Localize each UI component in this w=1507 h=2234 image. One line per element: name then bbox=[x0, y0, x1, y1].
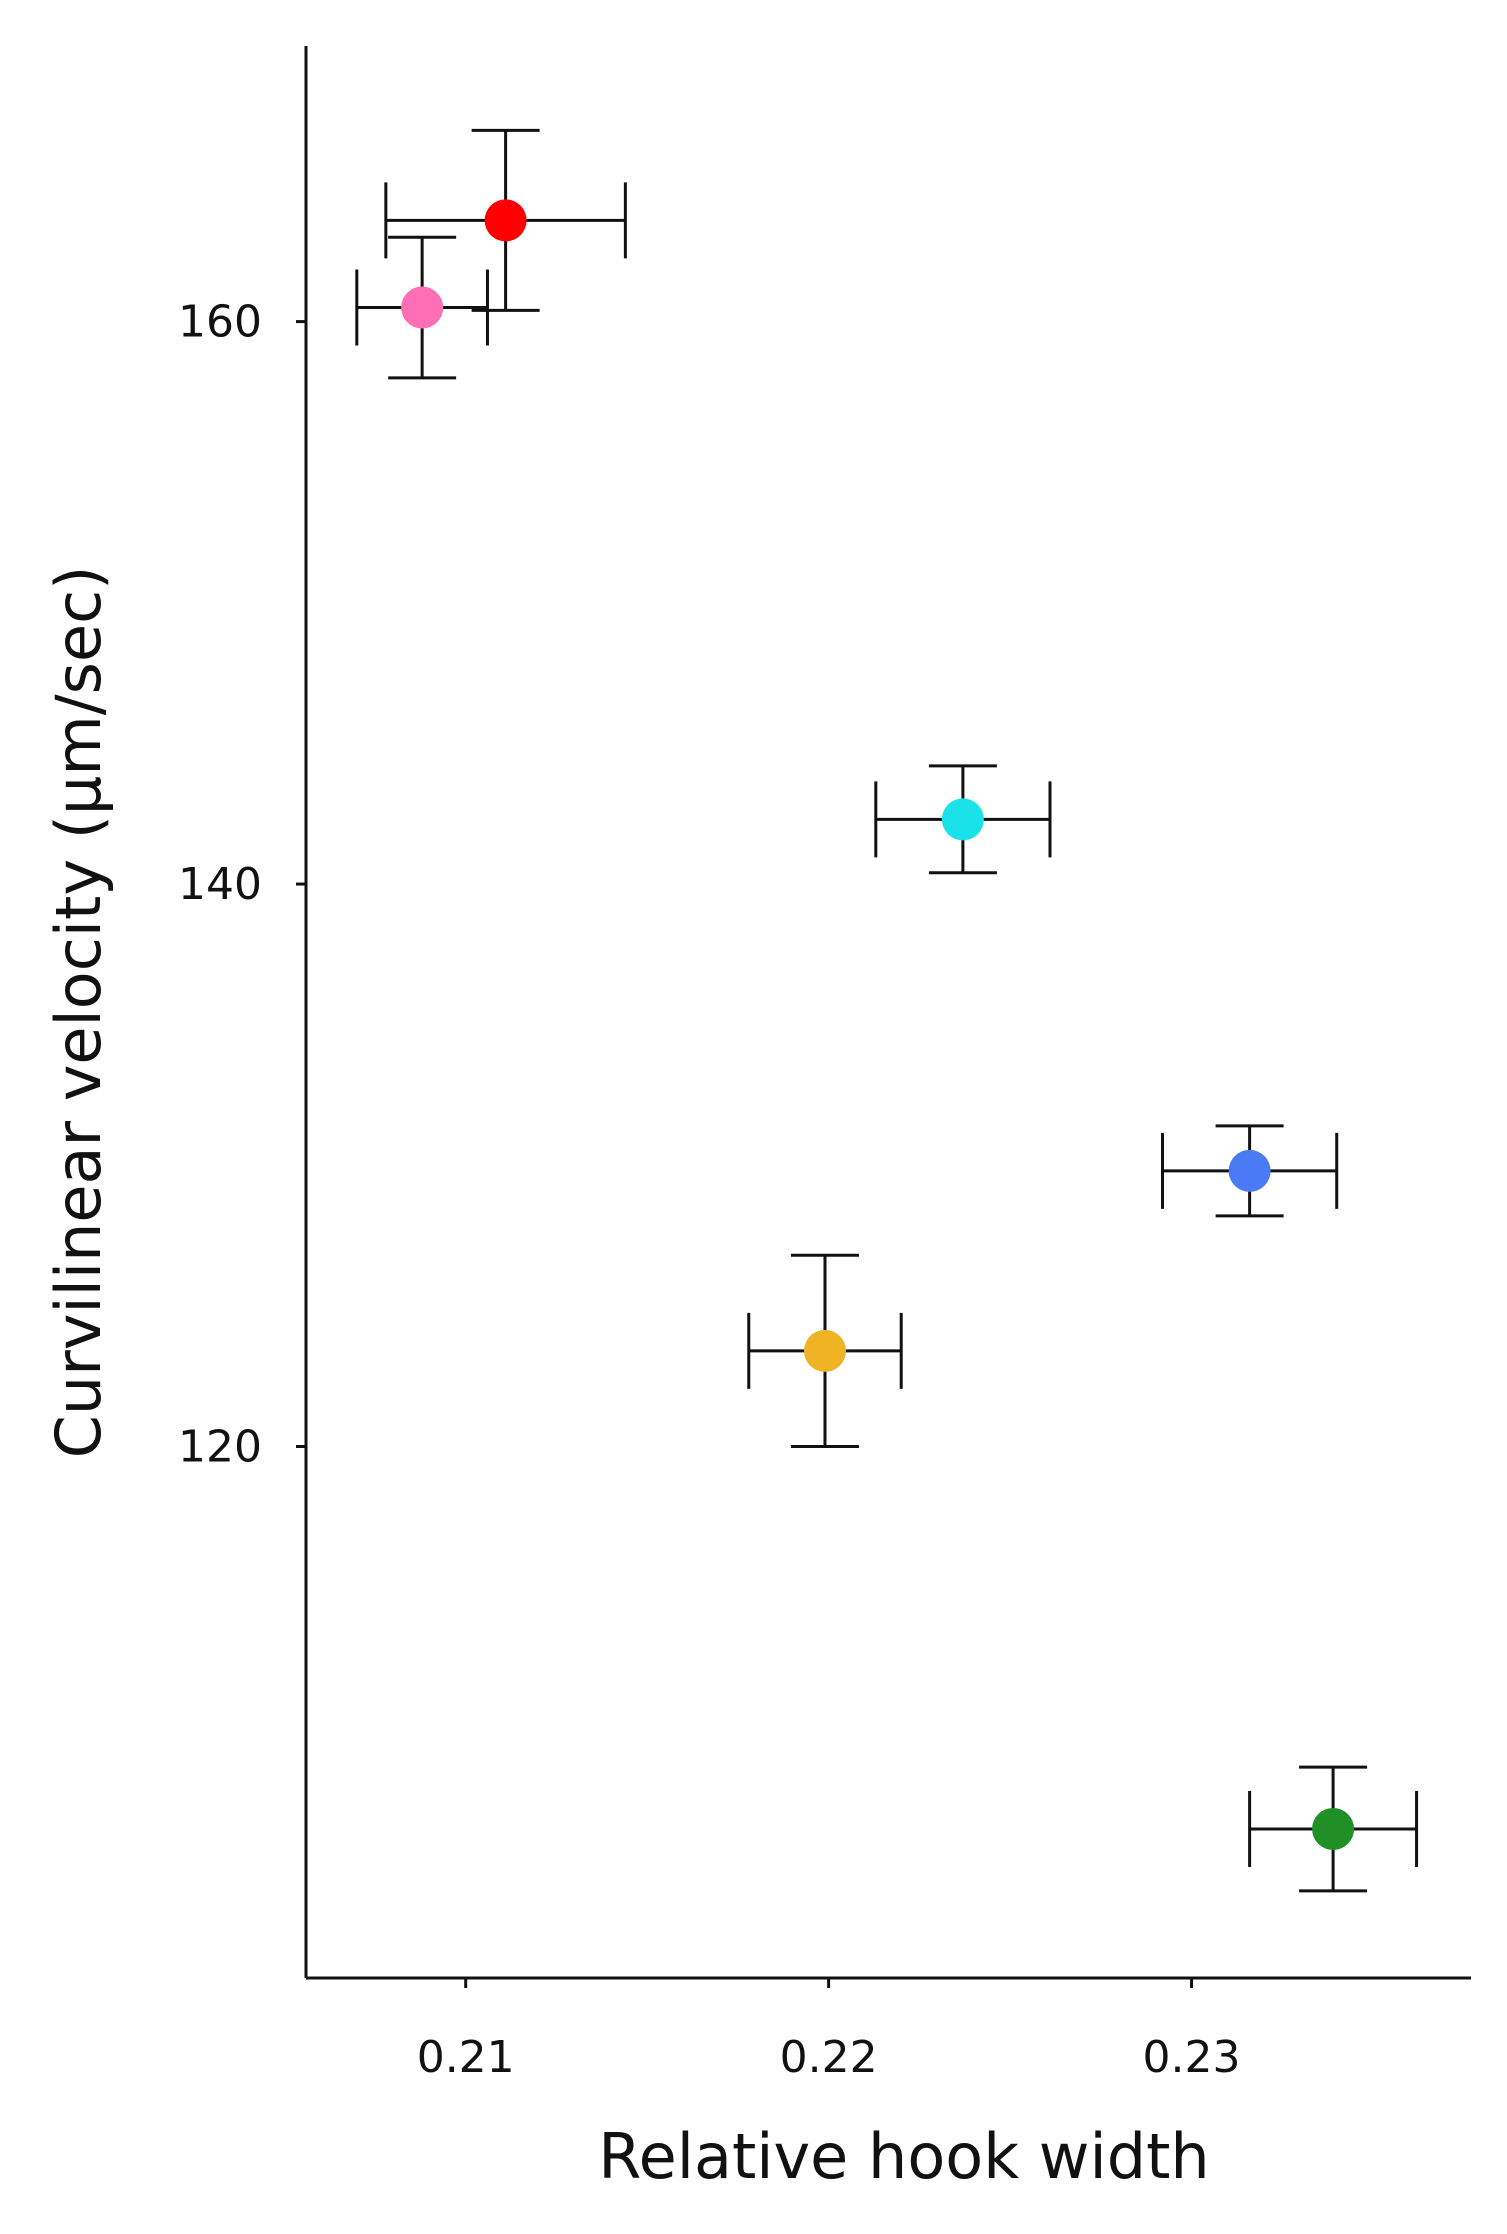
x-tick-label: 0.21 bbox=[417, 2032, 515, 2083]
y-tick-label: 160 bbox=[178, 297, 262, 348]
point bbox=[401, 286, 444, 329]
point bbox=[1312, 1807, 1355, 1850]
point bbox=[941, 798, 984, 841]
point bbox=[484, 199, 527, 242]
y-axis-title: Curvilinear velocity (μm/sec) bbox=[42, 566, 115, 1459]
x-tick-label: 0.23 bbox=[1143, 2032, 1241, 2083]
y-tick-label: 120 bbox=[178, 1421, 262, 1472]
x-axis-title: Relative hook width bbox=[598, 2120, 1209, 2193]
point bbox=[803, 1329, 846, 1372]
point bbox=[1228, 1149, 1271, 1192]
x-tick-label: 0.22 bbox=[780, 2032, 878, 2083]
y-tick-label: 140 bbox=[178, 859, 262, 910]
